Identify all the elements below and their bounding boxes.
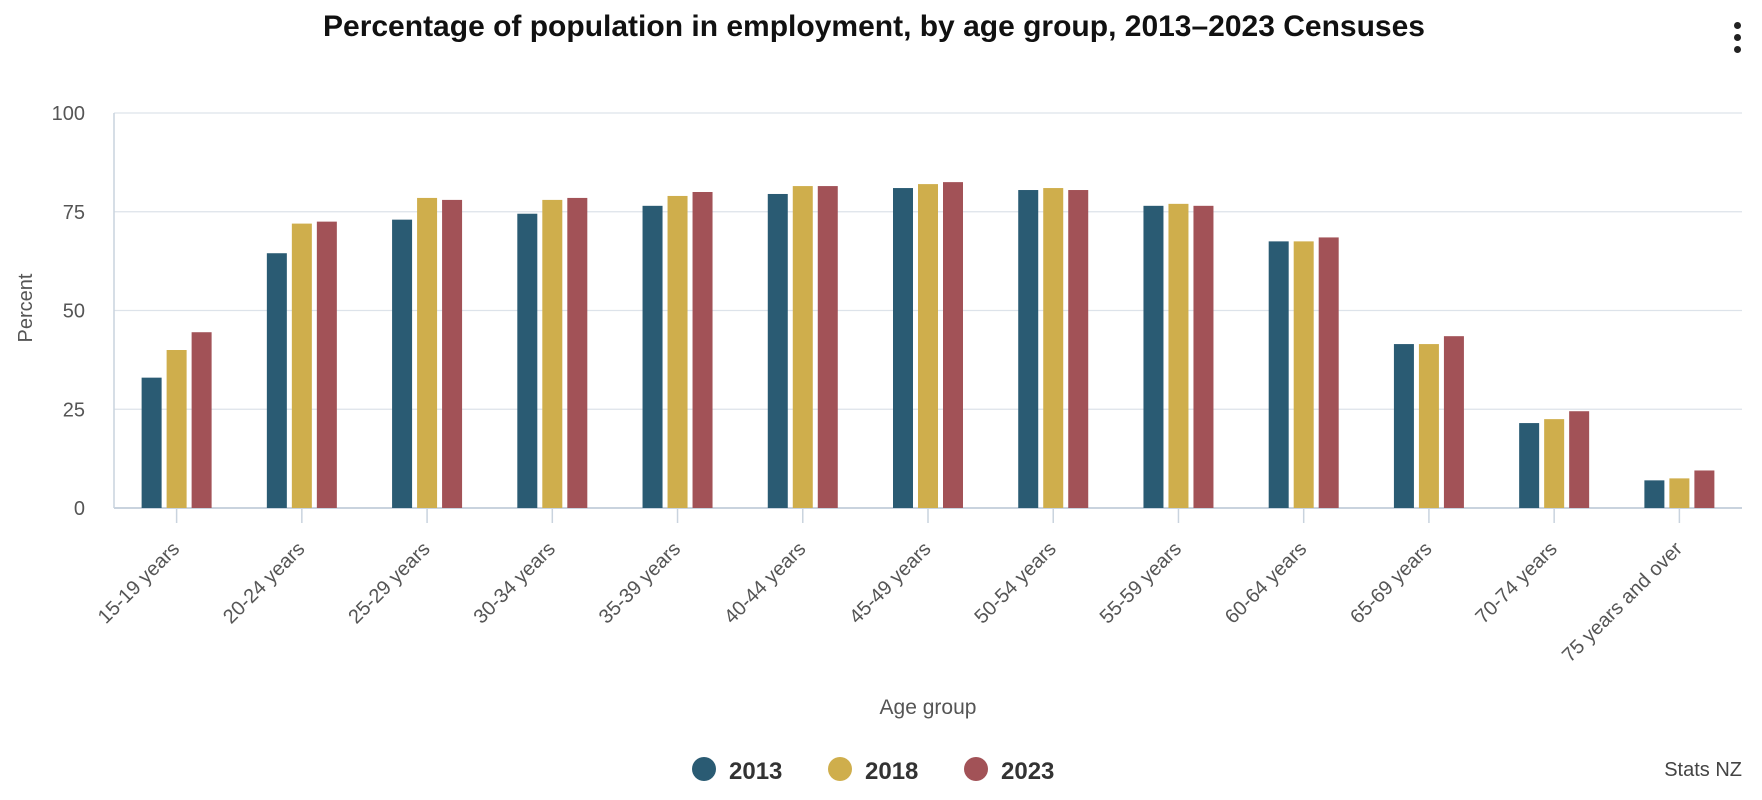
bar-2013-8[interactable] xyxy=(1018,190,1039,508)
bar-2023-12[interactable] xyxy=(1569,411,1590,508)
bar-2013-5[interactable] xyxy=(642,205,663,508)
y-axis-label: Percent xyxy=(15,273,37,342)
bar-2023-13[interactable] xyxy=(1694,470,1715,508)
bar-2023-1[interactable] xyxy=(191,332,212,508)
legend-label-2023[interactable]: 2023 xyxy=(1001,758,1054,785)
y-tick-label: 25 xyxy=(63,399,85,421)
bar-2023-2[interactable] xyxy=(316,221,337,508)
bar-2023-9[interactable] xyxy=(1193,205,1214,508)
bar-2023-11[interactable] xyxy=(1443,336,1464,508)
x-tick-label: 75 years and over xyxy=(1558,538,1687,667)
bar-2018-10[interactable] xyxy=(1293,241,1314,508)
x-tick-label: 40-44 years xyxy=(720,538,810,628)
bar-2013-13[interactable] xyxy=(1644,480,1665,508)
x-tick-label: 70-74 years xyxy=(1471,538,1561,628)
legend-marker-2018[interactable] xyxy=(828,757,852,781)
bar-2013-12[interactable] xyxy=(1519,423,1540,508)
bar-2013-2[interactable] xyxy=(266,253,287,508)
y-axis-ticks: 0 25 50 75 100 xyxy=(52,103,85,520)
bar-2013-3[interactable] xyxy=(392,219,413,508)
bar-2023-5[interactable] xyxy=(692,192,713,508)
bar-2018-11[interactable] xyxy=(1418,344,1439,508)
x-axis-ticks: 15-19 years 20-24 years 25-29 years 30-34 y… xyxy=(94,508,1687,667)
bar-2013-11[interactable] xyxy=(1393,344,1414,508)
legend-label-2013[interactable]: 2013 xyxy=(729,758,782,785)
bar-2018-5[interactable] xyxy=(667,195,688,508)
bar-2013-6[interactable] xyxy=(767,193,788,508)
bar-2018-8[interactable] xyxy=(1043,188,1064,509)
legend-marker-2013[interactable] xyxy=(692,757,716,781)
bar-2013-10[interactable] xyxy=(1268,241,1289,508)
x-tick-label: 60-64 years xyxy=(1221,538,1311,628)
bar-2018-12[interactable] xyxy=(1544,419,1565,508)
bar-2018-2[interactable] xyxy=(291,223,312,508)
bar-2018-9[interactable] xyxy=(1168,203,1189,508)
bars xyxy=(141,182,1715,509)
bar-2018-6[interactable] xyxy=(792,186,813,508)
bar-2023-4[interactable] xyxy=(567,197,588,509)
x-tick-label: 35-39 years xyxy=(595,538,685,628)
source-credit: Stats NZ xyxy=(1664,759,1742,781)
x-tick-label: 15-19 years xyxy=(94,538,184,628)
y-tick-label: 50 xyxy=(63,301,85,323)
legend-label-2018[interactable]: 2018 xyxy=(865,758,918,785)
bar-2018-3[interactable] xyxy=(417,197,438,509)
bar-2023-7[interactable] xyxy=(943,182,963,508)
y-tick-label: 75 xyxy=(63,202,85,224)
bar-2013-1[interactable] xyxy=(141,377,162,508)
x-axis-label: Age group xyxy=(880,696,977,719)
x-tick-label: 20-24 years xyxy=(219,538,309,628)
x-tick-label: 30-34 years xyxy=(470,538,560,628)
bar-2023-8[interactable] xyxy=(1068,190,1089,508)
x-tick-label: 55-59 years xyxy=(1096,538,1186,628)
legend-marker-2023[interactable] xyxy=(964,757,988,781)
bar-2013-4[interactable] xyxy=(517,213,538,508)
y-tick-label: 0 xyxy=(74,498,85,520)
bar-2018-7[interactable] xyxy=(918,184,938,508)
chart-title: Percentage of population in employment, … xyxy=(323,10,1425,43)
bar-2013-7[interactable] xyxy=(893,188,913,509)
x-tick-label: 50-54 years xyxy=(971,538,1061,628)
bar-2023-3[interactable] xyxy=(442,199,463,508)
more-vertical-icon[interactable] xyxy=(1724,18,1752,58)
y-tick-label: 100 xyxy=(52,103,85,125)
bar-2023-6[interactable] xyxy=(817,186,838,508)
x-tick-label: 45-49 years xyxy=(845,538,935,628)
x-tick-label: 25-29 years xyxy=(344,538,434,628)
bar-2023-10[interactable] xyxy=(1318,237,1339,509)
bar-2013-9[interactable] xyxy=(1143,205,1164,508)
bar-2018-1[interactable] xyxy=(166,350,187,508)
legend: 2013 2018 2023 xyxy=(692,757,1054,785)
x-tick-label: 65-69 years xyxy=(1346,538,1436,628)
bar-2018-4[interactable] xyxy=(542,199,563,508)
bar-2018-13[interactable] xyxy=(1669,478,1690,508)
